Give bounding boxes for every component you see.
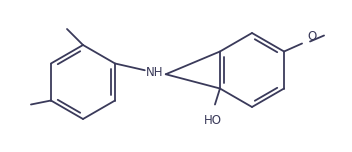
Text: O: O bbox=[307, 29, 316, 43]
Text: HO: HO bbox=[204, 114, 222, 128]
Text: NH: NH bbox=[146, 66, 164, 79]
